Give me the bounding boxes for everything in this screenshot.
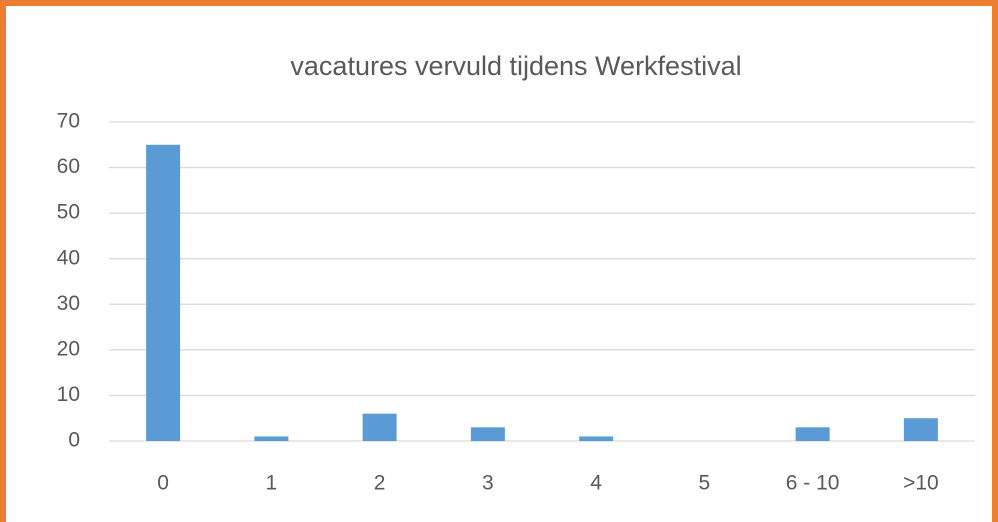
y-tick-label: 70 bbox=[57, 110, 80, 133]
bar bbox=[795, 427, 830, 441]
bar bbox=[362, 413, 397, 441]
x-tick-label: 6 - 10 bbox=[786, 472, 840, 495]
y-tick-label: 30 bbox=[57, 292, 80, 315]
chart-title: vacatures vervuld tijdens Werkfestival bbox=[290, 51, 741, 81]
bar bbox=[903, 418, 938, 441]
y-tick-label: 10 bbox=[57, 383, 80, 406]
bar bbox=[470, 427, 505, 441]
bar bbox=[579, 436, 614, 441]
bar bbox=[254, 436, 289, 441]
y-tick-label: 0 bbox=[68, 429, 80, 452]
bar bbox=[146, 144, 181, 442]
x-tick-label: 5 bbox=[699, 472, 711, 495]
x-tick-label: >10 bbox=[903, 472, 939, 495]
y-tick-label: 20 bbox=[57, 337, 80, 360]
x-tick-label: 3 bbox=[482, 472, 494, 495]
x-tick-label: 2 bbox=[374, 472, 386, 495]
x-tick-label: 4 bbox=[590, 472, 602, 495]
x-tick-label: 1 bbox=[266, 472, 278, 495]
y-tick-label: 50 bbox=[57, 201, 80, 224]
y-tick-label: 60 bbox=[57, 155, 80, 178]
y-tick-label: 40 bbox=[57, 246, 80, 269]
x-tick-label: 0 bbox=[157, 472, 169, 495]
